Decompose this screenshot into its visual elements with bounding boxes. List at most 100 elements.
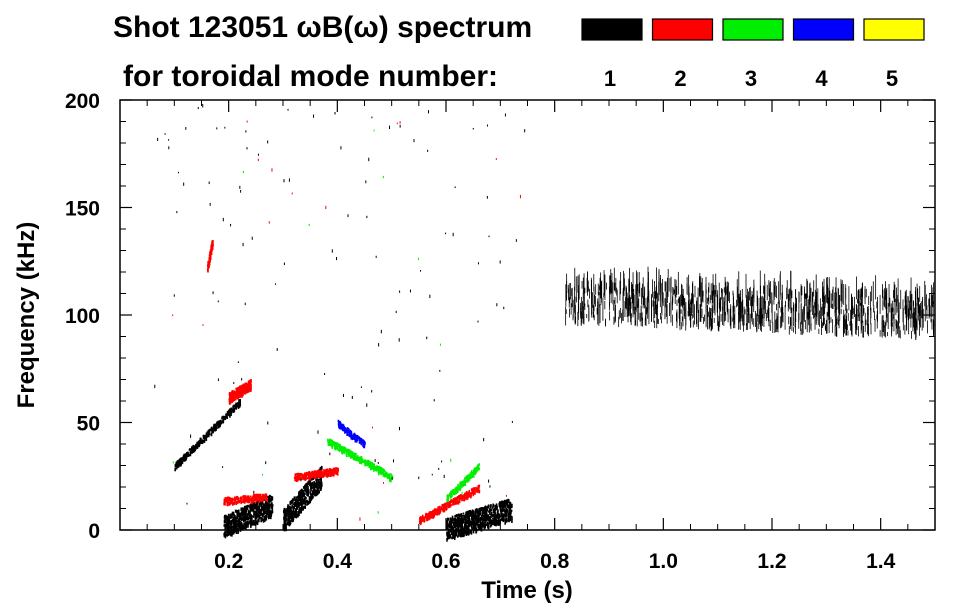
noise-point <box>154 384 156 389</box>
spectral-point <box>189 452 192 457</box>
spectral-point <box>461 525 463 529</box>
spectral-point <box>470 488 473 491</box>
spectral-point <box>259 494 262 499</box>
spectral-point <box>496 520 499 524</box>
spectral-point <box>447 517 450 521</box>
spectral-point <box>243 508 245 513</box>
spectral-point <box>457 532 460 536</box>
spectral-point <box>234 397 237 401</box>
spectral-point <box>251 516 253 521</box>
spectral-point <box>454 501 456 505</box>
noise-point <box>477 320 479 323</box>
spectral-point <box>254 499 256 502</box>
spectral-point <box>236 500 238 505</box>
spectral-point <box>455 523 458 528</box>
spectral-point <box>463 515 466 519</box>
noise-point <box>288 178 290 182</box>
spectral-point <box>199 437 202 442</box>
spectral-point <box>450 527 452 530</box>
spectral-point <box>329 442 332 447</box>
spectral-point <box>474 471 477 475</box>
spectral-point <box>267 515 269 518</box>
noise-point <box>317 430 319 434</box>
spectral-point <box>296 496 298 499</box>
spectral-point <box>385 472 388 475</box>
spectral-point <box>232 390 235 394</box>
spectral-point <box>345 452 348 454</box>
spectral-point <box>307 486 309 490</box>
spectral-point <box>263 504 266 509</box>
spectral-point <box>237 500 240 504</box>
spectral-point <box>268 512 270 515</box>
spectral-point <box>489 505 492 509</box>
spectral-point <box>331 472 334 477</box>
spectral-point <box>232 405 234 410</box>
spectral-point <box>349 450 352 453</box>
spectral-point <box>455 531 458 534</box>
spectral-point <box>343 446 345 451</box>
spectral-point <box>336 442 339 447</box>
spectral-point <box>461 498 464 501</box>
spectral-point <box>422 518 425 521</box>
spectral-point <box>293 503 296 508</box>
spectral-point <box>294 515 296 518</box>
noise-point <box>418 257 420 260</box>
spectral-point <box>433 508 436 512</box>
spectral-point <box>295 510 297 515</box>
noise-point <box>283 262 285 266</box>
spectral-point <box>255 520 258 524</box>
spectral-point <box>256 493 258 498</box>
spectral-point <box>481 507 484 512</box>
spectral-point <box>370 464 372 468</box>
spectral-point <box>490 519 493 523</box>
spectral-point <box>297 502 300 506</box>
spectral-point <box>226 502 229 506</box>
spectral-point <box>222 415 224 419</box>
spectral-point <box>495 514 497 519</box>
spectral-point <box>478 508 481 512</box>
spectral-point <box>298 495 301 500</box>
spectral-point <box>185 455 187 459</box>
spectral-point <box>227 530 230 534</box>
spectral-point <box>481 524 483 528</box>
spectral-point <box>250 513 252 518</box>
noise-point <box>433 399 435 402</box>
spectral-point <box>470 513 473 518</box>
spectral-point <box>448 520 451 525</box>
spectral-point <box>301 501 303 505</box>
noise-point <box>488 235 490 238</box>
spectral-point <box>479 526 482 530</box>
noise-point <box>371 116 373 119</box>
spectral-point <box>307 492 309 497</box>
spectral-point <box>231 525 234 528</box>
spectral-point <box>465 527 468 530</box>
spectral-point <box>257 505 260 508</box>
spectral-point <box>301 475 304 479</box>
spectral-point <box>237 509 240 513</box>
noise-point <box>483 437 485 442</box>
noise-point <box>505 494 507 497</box>
spectral-point <box>248 387 251 392</box>
spectral-point <box>450 491 452 496</box>
spectral-point <box>494 512 496 517</box>
spectral-point <box>455 501 458 505</box>
spectral-point <box>501 503 504 508</box>
spectral-point <box>452 497 455 501</box>
spectral-point <box>499 506 502 511</box>
spectral-point <box>226 500 228 503</box>
spectral-point <box>370 467 373 470</box>
spectral-point <box>459 524 462 527</box>
spectral-point <box>242 500 245 503</box>
spectral-point <box>436 508 439 511</box>
spectral-point <box>244 522 247 526</box>
spectral-point <box>332 468 334 473</box>
spectral-point <box>486 505 489 509</box>
noise-point <box>398 338 400 342</box>
spectral-point <box>234 514 236 518</box>
spectral-point <box>322 474 325 478</box>
legend: 1 2 3 4 5 <box>581 18 925 91</box>
spectral-point <box>467 515 469 520</box>
spectral-point <box>240 390 243 395</box>
spectral-point <box>226 527 228 531</box>
spectral-point <box>266 504 269 508</box>
